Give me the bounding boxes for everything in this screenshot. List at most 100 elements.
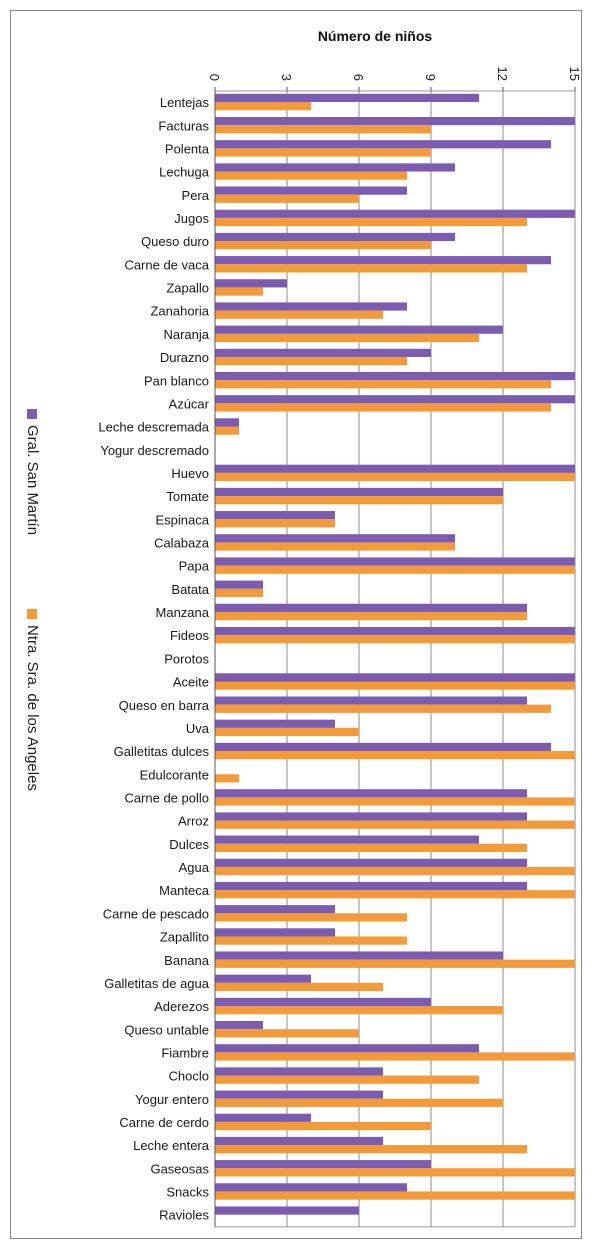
- bar-series-1: [215, 974, 311, 983]
- bar-series-1: [215, 1021, 263, 1030]
- bar-series-1: [215, 1160, 431, 1169]
- bar-series-2: [215, 704, 551, 713]
- bar-series-1: [215, 232, 455, 242]
- bar-series-1: [215, 905, 335, 914]
- category-label: Agua: [179, 860, 210, 875]
- bar-series-1: [215, 603, 527, 612]
- chart-frame: 0 3 6 9 12 15 Número de niños Lentejas Facturas P…: [10, 10, 582, 1239]
- category-label: Galletitas dulces: [114, 744, 210, 759]
- bar-series-2: [215, 681, 575, 690]
- bar-series-1: [215, 881, 527, 891]
- bar-series-1: [215, 580, 263, 589]
- bar-series-2: [215, 194, 359, 203]
- bar-series-2: [215, 913, 407, 922]
- bar-chart: 0 3 6 9 12 15 Número de niños Lentejas Facturas P…: [98, 28, 582, 1228]
- bar-series-2: [215, 333, 479, 342]
- category-label: Naranja: [163, 327, 209, 342]
- category-label: Edulcorante: [140, 767, 209, 782]
- category-label: Aderezos: [154, 999, 209, 1014]
- bar-series-1: [215, 371, 575, 381]
- bar-series-1: [215, 116, 575, 126]
- bar-series-2: [215, 1006, 503, 1015]
- bar-series-1: [215, 1090, 383, 1099]
- category-label: Pera: [182, 188, 210, 203]
- category-label: Tomate: [166, 489, 209, 504]
- bar-series-1: [215, 256, 551, 265]
- category-label: Leche descremada: [98, 420, 209, 435]
- category-label: Manteca: [159, 883, 210, 898]
- category-label: Yogur entero: [135, 1092, 209, 1107]
- bar-series-1: [215, 997, 431, 1007]
- category-label: Carne de pollo: [124, 790, 209, 805]
- bar-series-2: [215, 1052, 575, 1061]
- bar-series-1: [215, 1113, 311, 1122]
- bar-series-2: [215, 751, 575, 760]
- bar-series-1: [215, 279, 287, 288]
- bar-series-1: [215, 186, 407, 195]
- category-label: Carne de pescado: [103, 906, 209, 921]
- bar-series-1: [215, 487, 503, 497]
- bar-series-1: [215, 1183, 407, 1192]
- chart-title: Número de niños: [318, 28, 433, 44]
- bar-series-2: [215, 611, 527, 621]
- category-label: Yogur descremado: [100, 443, 209, 458]
- bar-series-2: [215, 1191, 575, 1200]
- bar-series-2: [215, 936, 407, 945]
- bar-series-1: [215, 325, 503, 334]
- category-label: Huevo: [171, 466, 209, 481]
- category-label: Porotos: [164, 651, 209, 666]
- tick-label: 3: [279, 74, 294, 81]
- bar-series-1: [215, 742, 551, 752]
- category-label: Snacks: [166, 1185, 209, 1200]
- bar-series-2: [215, 727, 359, 737]
- category-label: Zanahoria: [150, 304, 209, 319]
- category-label: Gaseosas: [150, 1161, 209, 1176]
- bar-series-2: [215, 241, 431, 250]
- category-label: Azúcar: [169, 396, 210, 411]
- bar-series-2: [215, 125, 431, 134]
- tick-label: 0: [207, 74, 222, 81]
- bar-series-1: [215, 348, 431, 357]
- bar-series-2: [215, 635, 575, 644]
- bar-series-2: [215, 403, 551, 412]
- bar-series-1: [215, 673, 575, 682]
- bar-series-1: [215, 557, 575, 566]
- bar-series-2: [215, 356, 407, 366]
- tick-label: 15: [567, 67, 582, 81]
- bar-series-2: [215, 380, 551, 389]
- category-label: Fideos: [170, 628, 210, 643]
- category-label: Calabaza: [154, 536, 210, 551]
- bar-series-2: [215, 774, 239, 783]
- bar-series-2: [215, 565, 575, 574]
- bar-series-2: [215, 426, 239, 435]
- bar-series-2: [215, 496, 503, 505]
- category-label: Uva: [186, 721, 210, 736]
- bar-series-1: [215, 395, 575, 404]
- legend-swatch-series-2: [26, 609, 37, 619]
- bar-series-2: [215, 310, 383, 319]
- bar-series-2: [215, 217, 527, 227]
- bar-series-1: [215, 511, 335, 520]
- legend-item-series-2: Ntra. Sra. de los Angeles: [24, 609, 41, 791]
- category-label: Pan blanco: [144, 373, 209, 388]
- bar-series-2: [215, 797, 575, 806]
- category-label: Carne de cerdo: [119, 1115, 209, 1130]
- bar-series-1: [215, 858, 527, 867]
- category-label: Choclo: [169, 1069, 209, 1084]
- bar-series-2: [215, 264, 527, 273]
- bar-series-2: [215, 1145, 527, 1154]
- bar-series-1: [215, 789, 527, 798]
- bar-series-2: [215, 890, 575, 899]
- bar-series-1: [215, 418, 239, 427]
- bar-series-1: [215, 696, 527, 705]
- bar-series-1: [215, 1136, 383, 1146]
- legend-swatch-series-1: [26, 409, 37, 419]
- category-label: Leche entera: [133, 1138, 210, 1153]
- bar-series-2: [215, 843, 527, 852]
- bar-series-1: [215, 626, 575, 636]
- category-label: Queso untable: [124, 1022, 209, 1037]
- legend-label-series-1: Gral. San Martín: [24, 425, 41, 536]
- bar-series-2: [215, 959, 575, 968]
- category-label: Dulces: [169, 837, 209, 852]
- bar-series-1: [215, 719, 335, 728]
